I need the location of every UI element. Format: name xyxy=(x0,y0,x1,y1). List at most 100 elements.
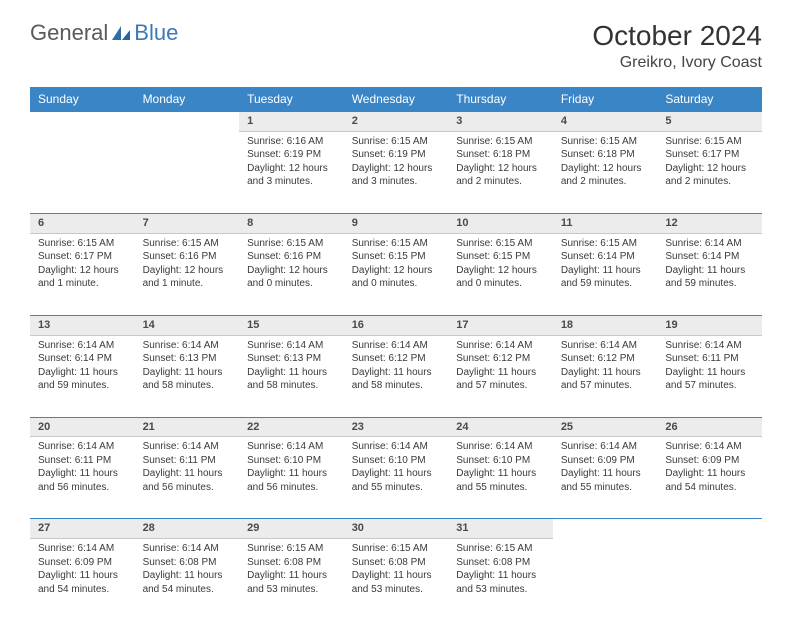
day-text-line: Sunrise: 6:16 AM xyxy=(247,135,336,149)
day-text-line: and 56 minutes. xyxy=(38,481,127,495)
day-text-line: Sunrise: 6:15 AM xyxy=(352,135,441,149)
day-text-line: Daylight: 11 hours xyxy=(352,569,441,583)
day-number: 25 xyxy=(553,417,658,437)
day-text-line: Daylight: 12 hours xyxy=(561,162,650,176)
day-cell: Sunrise: 6:15 AMSunset: 6:16 PMDaylight:… xyxy=(135,233,240,315)
day-cell: Sunrise: 6:14 AMSunset: 6:10 PMDaylight:… xyxy=(448,437,553,519)
day-cell: Sunrise: 6:15 AMSunset: 6:17 PMDaylight:… xyxy=(657,131,762,213)
day-text-line: Daylight: 12 hours xyxy=(665,162,754,176)
day-text-line: Daylight: 12 hours xyxy=(247,162,336,176)
day-text-line: and 55 minutes. xyxy=(352,481,441,495)
day-text-line: Sunrise: 6:15 AM xyxy=(38,237,127,251)
day-text-line: Daylight: 11 hours xyxy=(561,366,650,380)
day-text-line: Daylight: 11 hours xyxy=(38,366,127,380)
day-text-line: Sunset: 6:08 PM xyxy=(352,556,441,570)
day-text-line: Daylight: 12 hours xyxy=(352,162,441,176)
day-number: 13 xyxy=(30,315,135,335)
day-number: 28 xyxy=(135,519,240,539)
day-text-line: Sunrise: 6:15 AM xyxy=(456,135,545,149)
day-text-line: and 1 minute. xyxy=(38,277,127,291)
day-text-line: Daylight: 12 hours xyxy=(456,162,545,176)
day-number: 19 xyxy=(657,315,762,335)
day-cell: Sunrise: 6:15 AMSunset: 6:08 PMDaylight:… xyxy=(344,539,449,621)
day-text-line: Sunset: 6:16 PM xyxy=(247,250,336,264)
day-text-line: Sunset: 6:15 PM xyxy=(456,250,545,264)
day-text-line: Sunset: 6:19 PM xyxy=(247,148,336,162)
day-text-line: Daylight: 12 hours xyxy=(456,264,545,278)
day-text-line: Sunset: 6:11 PM xyxy=(665,352,754,366)
daybody-row: Sunrise: 6:16 AMSunset: 6:19 PMDaylight:… xyxy=(30,131,762,213)
day-text-line: Sunset: 6:19 PM xyxy=(352,148,441,162)
day-text-line: and 53 minutes. xyxy=(456,583,545,597)
day-text-line: Sunset: 6:13 PM xyxy=(143,352,232,366)
day-cell xyxy=(135,131,240,213)
day-text-line: Sunset: 6:12 PM xyxy=(561,352,650,366)
day-text-line: Sunrise: 6:14 AM xyxy=(143,339,232,353)
day-number: 17 xyxy=(448,315,553,335)
day-text-line: Daylight: 11 hours xyxy=(247,569,336,583)
day-text-line: Sunrise: 6:15 AM xyxy=(352,542,441,556)
day-text-line: Sunset: 6:17 PM xyxy=(665,148,754,162)
day-text-line: Daylight: 11 hours xyxy=(143,467,232,481)
day-text-line: Sunrise: 6:15 AM xyxy=(143,237,232,251)
day-cell: Sunrise: 6:15 AMSunset: 6:17 PMDaylight:… xyxy=(30,233,135,315)
day-text-line: Daylight: 11 hours xyxy=(143,366,232,380)
day-text-line: Sunset: 6:12 PM xyxy=(352,352,441,366)
day-cell: Sunrise: 6:15 AMSunset: 6:15 PMDaylight:… xyxy=(448,233,553,315)
day-number: 4 xyxy=(553,112,658,132)
day-header: Wednesday xyxy=(344,87,449,112)
day-text-line: Daylight: 11 hours xyxy=(247,467,336,481)
day-cell: Sunrise: 6:14 AMSunset: 6:13 PMDaylight:… xyxy=(135,335,240,417)
day-text-line: Sunset: 6:17 PM xyxy=(38,250,127,264)
daynum-row: 2728293031 xyxy=(30,519,762,539)
day-text-line: Sunset: 6:10 PM xyxy=(352,454,441,468)
daybody-row: Sunrise: 6:14 AMSunset: 6:09 PMDaylight:… xyxy=(30,539,762,621)
logo-text-1: General xyxy=(30,20,108,46)
day-number xyxy=(553,519,658,539)
day-text-line: Daylight: 11 hours xyxy=(352,366,441,380)
day-text-line: Daylight: 11 hours xyxy=(38,467,127,481)
day-cell: Sunrise: 6:15 AMSunset: 6:08 PMDaylight:… xyxy=(448,539,553,621)
day-text-line: and 54 minutes. xyxy=(665,481,754,495)
day-text-line: and 2 minutes. xyxy=(456,175,545,189)
day-text-line: Daylight: 12 hours xyxy=(38,264,127,278)
day-number: 12 xyxy=(657,213,762,233)
daybody-row: Sunrise: 6:14 AMSunset: 6:11 PMDaylight:… xyxy=(30,437,762,519)
day-text-line: and 57 minutes. xyxy=(665,379,754,393)
daybody-row: Sunrise: 6:15 AMSunset: 6:17 PMDaylight:… xyxy=(30,233,762,315)
day-text-line: Sunset: 6:10 PM xyxy=(456,454,545,468)
day-text-line: Sunset: 6:09 PM xyxy=(665,454,754,468)
day-text-line: Daylight: 11 hours xyxy=(247,366,336,380)
day-text-line: Sunrise: 6:14 AM xyxy=(247,339,336,353)
day-text-line: and 58 minutes. xyxy=(143,379,232,393)
day-text-line: Sunrise: 6:14 AM xyxy=(561,339,650,353)
day-text-line: Sunset: 6:16 PM xyxy=(143,250,232,264)
day-cell: Sunrise: 6:16 AMSunset: 6:19 PMDaylight:… xyxy=(239,131,344,213)
day-text-line: Sunrise: 6:14 AM xyxy=(456,440,545,454)
title-block: October 2024 Greikro, Ivory Coast xyxy=(592,20,762,72)
day-text-line: Sunset: 6:08 PM xyxy=(247,556,336,570)
day-text-line: Sunset: 6:14 PM xyxy=(561,250,650,264)
day-text-line: Daylight: 12 hours xyxy=(352,264,441,278)
day-number: 11 xyxy=(553,213,658,233)
day-text-line: Sunset: 6:18 PM xyxy=(456,148,545,162)
day-cell: Sunrise: 6:15 AMSunset: 6:16 PMDaylight:… xyxy=(239,233,344,315)
day-text-line: Sunset: 6:08 PM xyxy=(456,556,545,570)
day-text-line: Daylight: 11 hours xyxy=(665,467,754,481)
day-header: Friday xyxy=(553,87,658,112)
day-number: 20 xyxy=(30,417,135,437)
day-text-line: Daylight: 11 hours xyxy=(561,264,650,278)
day-number: 9 xyxy=(344,213,449,233)
day-text-line: Sunrise: 6:15 AM xyxy=(456,542,545,556)
day-text-line: and 56 minutes. xyxy=(247,481,336,495)
day-text-line: Sunset: 6:14 PM xyxy=(38,352,127,366)
day-text-line: and 54 minutes. xyxy=(38,583,127,597)
day-number: 21 xyxy=(135,417,240,437)
day-header-row: SundayMondayTuesdayWednesdayThursdayFrid… xyxy=(30,87,762,112)
day-text-line: and 0 minutes. xyxy=(352,277,441,291)
day-text-line: Daylight: 11 hours xyxy=(456,467,545,481)
day-text-line: Daylight: 11 hours xyxy=(456,569,545,583)
day-text-line: Sunrise: 6:14 AM xyxy=(38,440,127,454)
day-text-line: and 58 minutes. xyxy=(352,379,441,393)
day-text-line: Sunrise: 6:15 AM xyxy=(665,135,754,149)
